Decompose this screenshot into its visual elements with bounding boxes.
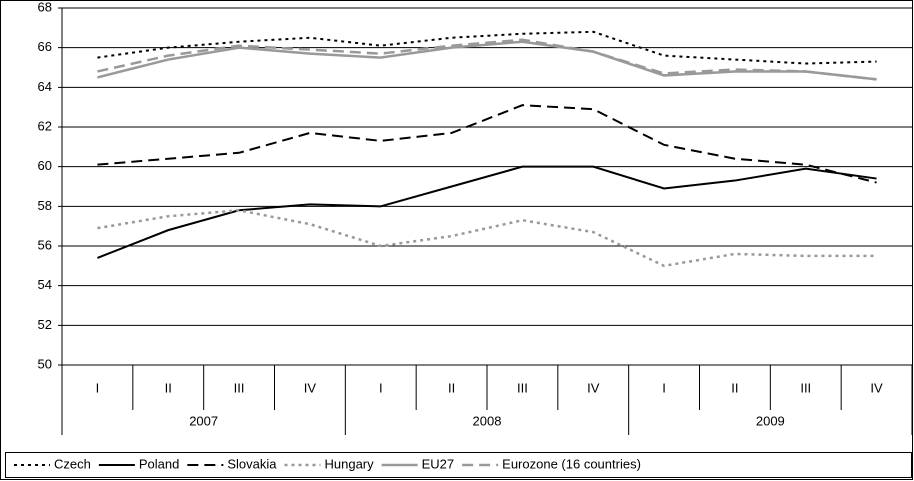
series-line (97, 165, 877, 259)
x-tick-label: IV (587, 380, 600, 395)
x-group-label: 2009 (756, 413, 785, 428)
y-tick-label: 50 (38, 356, 52, 371)
y-tick-label: 60 (38, 158, 52, 173)
y-tick-label: 52 (38, 317, 52, 332)
y-tick-label: 64 (38, 79, 52, 94)
legend-label: Hungary (324, 456, 374, 471)
series-line (97, 209, 877, 268)
x-tick-label: II (448, 380, 455, 395)
x-tick-label: III (234, 380, 245, 395)
legend-label: Eurozone (16 countries) (502, 456, 641, 471)
y-tick-label: 66 (38, 39, 52, 54)
x-group-label: 2008 (473, 413, 502, 428)
y-tick-label: 68 (38, 0, 52, 14)
x-group-label: 2007 (189, 413, 218, 428)
series-line (97, 40, 877, 81)
x-tick-label: III (800, 380, 811, 395)
x-tick-label: IV (304, 380, 317, 395)
legend-label: EU27 (422, 456, 455, 471)
x-tick-label: IV (870, 380, 883, 395)
y-tick-label: 56 (38, 237, 52, 252)
series-line (97, 104, 877, 184)
x-tick-label: III (517, 380, 528, 395)
x-tick-label: I (96, 380, 100, 395)
legend-label: Slovakia (227, 456, 277, 471)
x-tick-label: I (379, 380, 383, 395)
y-tick-label: 54 (38, 277, 52, 292)
y-tick-label: 62 (38, 118, 52, 133)
legend-box (5, 452, 912, 478)
x-tick-label: I (662, 380, 666, 395)
series-line (97, 38, 877, 81)
y-tick-label: 58 (38, 198, 52, 213)
x-tick-label: II (731, 380, 738, 395)
x-tick-label: II (165, 380, 172, 395)
legend-label: Poland (139, 456, 179, 471)
legend-label: Czech (54, 456, 91, 471)
